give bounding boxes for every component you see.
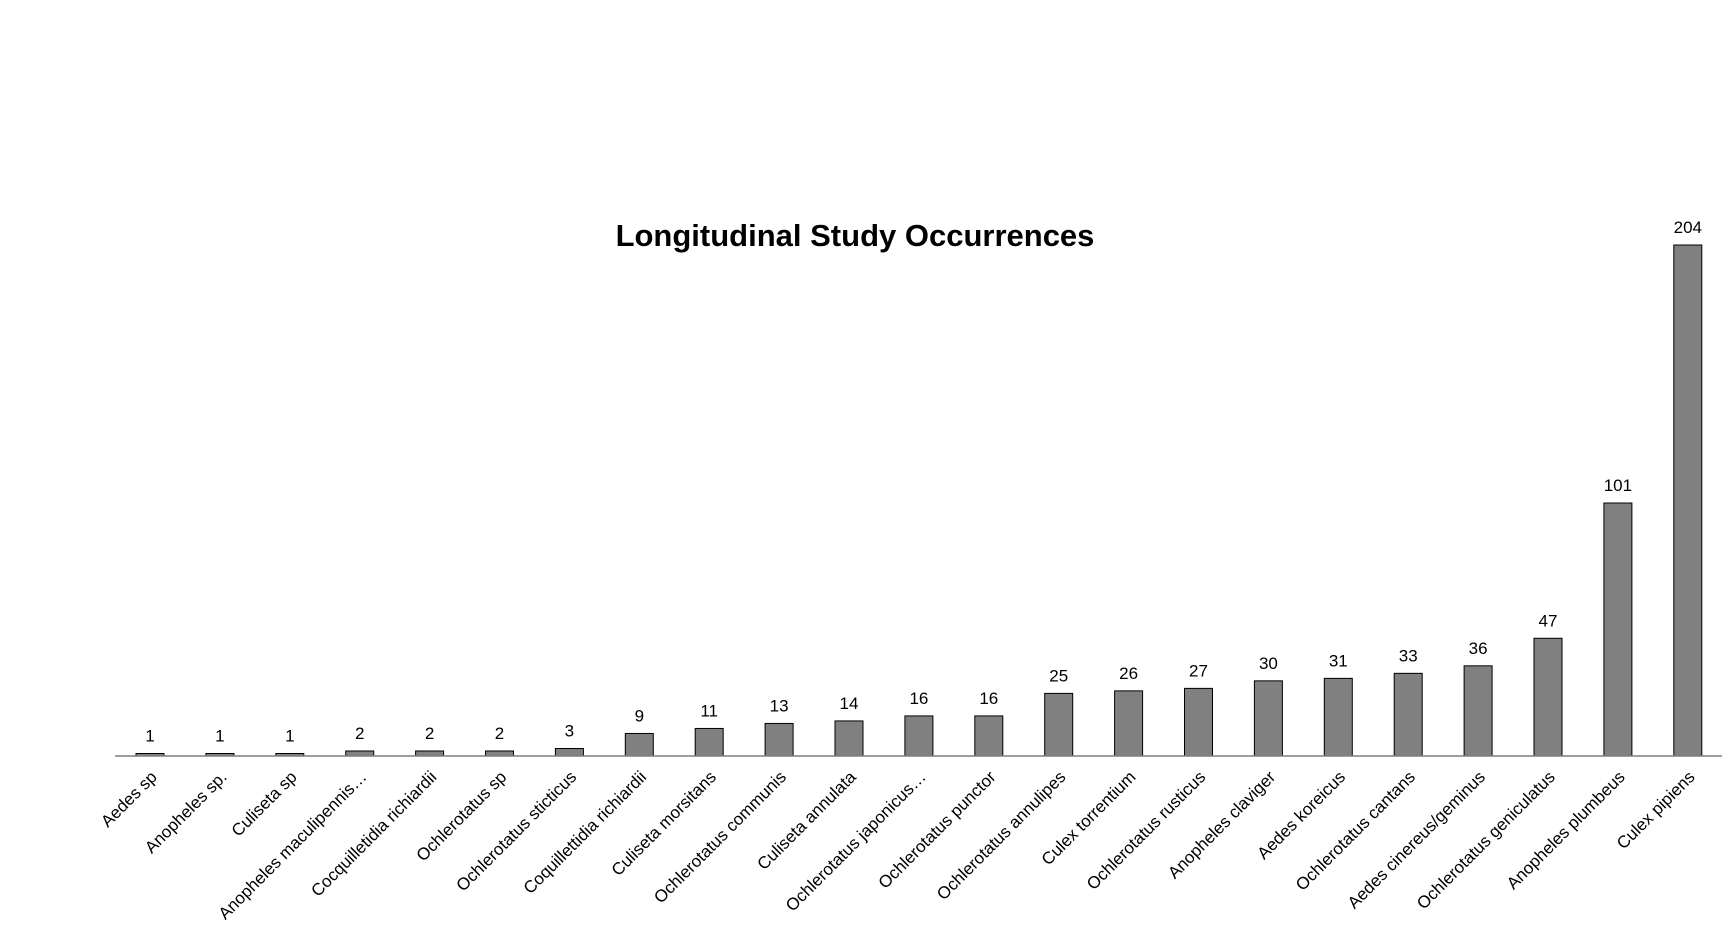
data-label: 26 [1119, 664, 1138, 683]
data-label: 1 [215, 727, 224, 746]
bar [1044, 692, 1074, 757]
data-label: 14 [840, 694, 859, 713]
bar [694, 727, 724, 757]
data-label: 1 [285, 727, 294, 746]
data-label: 31 [1329, 651, 1348, 670]
x-tick-label: Ochlerotatus geniculatus [1413, 767, 1559, 913]
bar [764, 722, 794, 757]
x-tick-label: Ochlerotatus cantans [1292, 767, 1419, 894]
x-tick-label: Aedes cinereus/geminus [1344, 767, 1489, 912]
x-tick-label: Culiseta sp [228, 767, 301, 840]
x-tick-label: Ochlerotatus japonicus… [782, 767, 930, 915]
bar [1533, 637, 1563, 757]
bar [1114, 690, 1144, 757]
data-label: 1 [145, 727, 154, 746]
data-label: 9 [635, 706, 644, 725]
bar [1393, 672, 1423, 757]
x-tick-label: Ochlerotatus annulipes [933, 767, 1069, 903]
bar [1253, 680, 1283, 757]
data-label: 30 [1259, 654, 1278, 673]
data-label: 13 [770, 696, 789, 715]
data-label: 25 [1049, 666, 1068, 685]
bars-group [135, 244, 1703, 757]
bar [1673, 244, 1703, 757]
bar [345, 750, 375, 757]
bar [554, 747, 584, 757]
x-tick-label: Anopheles maculipennis… [215, 767, 371, 923]
x-tick-label: Anopheles plumbeus [1503, 767, 1629, 893]
bar [1603, 502, 1633, 757]
x-tick-label: Ochlerotatus communis [650, 767, 790, 907]
bar [415, 750, 445, 757]
bar [904, 715, 934, 757]
bar [1463, 665, 1493, 757]
data-label: 33 [1399, 646, 1418, 665]
data-label: 16 [909, 689, 928, 708]
bar [834, 720, 864, 757]
bar [624, 732, 654, 757]
x-tick-label: Aedes sp [97, 767, 161, 831]
x-tick-label: Cocquilletidia richiardii [307, 767, 440, 900]
data-label: 16 [979, 689, 998, 708]
data-label: 47 [1539, 611, 1558, 630]
data-label: 101 [1604, 476, 1632, 495]
bar [1323, 677, 1353, 757]
data-label: 2 [425, 724, 434, 743]
bar [1184, 687, 1213, 757]
x-tick-label: Ochlerotatus punctor [875, 767, 1000, 892]
data-label: 3 [565, 721, 574, 740]
data-label: 11 [700, 701, 718, 720]
bar [974, 715, 1004, 757]
data-label: 27 [1189, 661, 1208, 680]
data-label: 2 [355, 724, 364, 743]
x-tick-label: Ochlerotatus sticticus [453, 767, 581, 895]
chart-title: Longitudinal Study Occurrences [616, 218, 1095, 253]
data-label: 36 [1469, 639, 1488, 658]
x-tick-label: Ochlerotatus rusticus [1083, 767, 1209, 893]
data-label: 204 [1674, 218, 1702, 237]
data-label: 2 [495, 724, 504, 743]
bar [485, 750, 514, 757]
x-tick-label: Coquillettidia richiardii [520, 767, 650, 897]
